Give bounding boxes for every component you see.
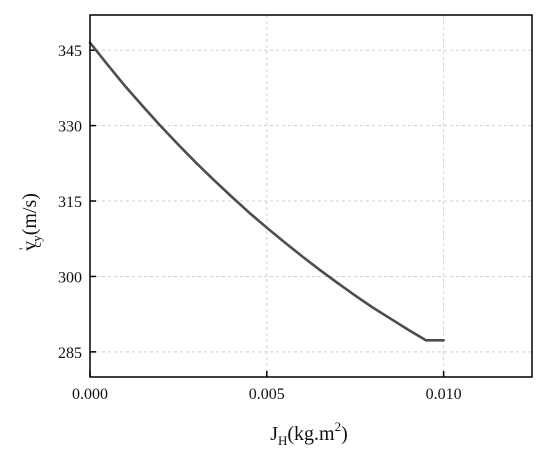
y-tick-label: 300 [58,269,82,286]
y-axis-label-base: v [19,241,41,251]
x-axis-label-base: J [270,423,278,445]
y-tick-label: 345 [58,43,82,60]
y-tick-label: 285 [58,345,82,362]
y-axis-label-prime: ' [16,248,31,250]
x-tick-label: 0.005 [249,386,285,403]
x-axis-label-unit-sup: 2 [335,419,342,434]
x-axis-label: JH(kg.m2) [270,419,348,448]
series-line [88,41,445,342]
plot-frame [89,14,533,378]
y-axis-label-sub: cy [29,235,44,248]
x-axis-label-sub: H [278,433,287,448]
labels-layer: 0.000 0.005 0.010 285 300 315 330 345 [58,43,462,403]
grid-layer [89,15,532,377]
y-tick-label: 330 [58,119,82,136]
x-tick-label: 0.010 [426,386,462,403]
x-axis-label-unit-prefix: (kg.m [287,423,335,445]
x-tick-label: 0.000 [72,386,108,403]
y-axis-label: v'cy(m/s) [16,193,44,251]
x-axis-label-unit-suffix: ) [341,423,348,445]
series-layer [88,41,445,342]
y-axis-label-unit: (m/s) [19,193,41,235]
y-axis-label-group: v'cy(m/s) [16,193,44,251]
ticks-layer [89,49,445,377]
y-tick-label: 315 [58,194,82,211]
